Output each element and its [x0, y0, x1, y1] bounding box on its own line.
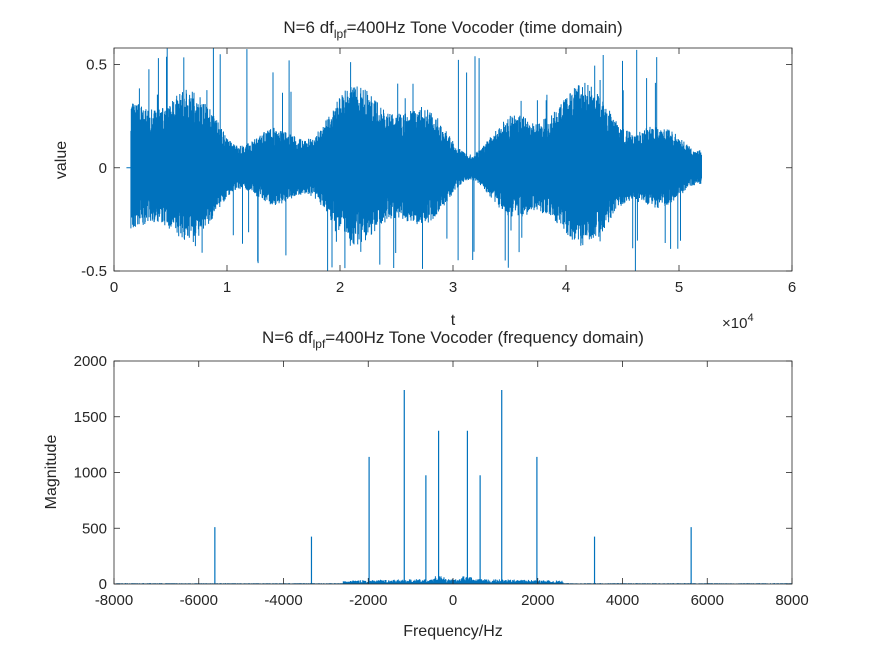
freq-x-ticks: -8000 -6000 -4000 -2000 0 2000 4000 6000 8000 [95, 361, 809, 609]
time-x-tick-label: 1 [223, 279, 231, 296]
frequency-domain-plot: N=6 dflpf=400Hz Tone Vocoder (frequency … [43, 328, 809, 640]
time-x-tick-label: 3 [449, 279, 457, 296]
freq-title-sub: lpf [313, 337, 326, 351]
freq-title-pre: N=6 df [262, 328, 313, 347]
time-x-exponent-power: 4 [747, 312, 753, 324]
freq-y-tick-label: 500 [82, 520, 107, 537]
time-x-label: t [451, 312, 456, 329]
freq-x-tick-label: -4000 [264, 592, 302, 609]
freq-x-tick-label: 8000 [775, 592, 808, 609]
freq-x-tick-label: -2000 [349, 592, 387, 609]
freq-y-tick-label: 1000 [74, 465, 107, 482]
freq-y-tick-label: 0 [99, 576, 107, 593]
time-title-pre: N=6 df [283, 18, 334, 37]
freq-x-tick-label: 0 [449, 592, 457, 609]
freq-y-tick-label: 1500 [74, 409, 107, 426]
freq-x-tick-label: -6000 [180, 592, 218, 609]
time-y-ticks: -0.5 0 0.5 [81, 57, 792, 280]
time-y-tick-label: 0.5 [86, 57, 107, 74]
time-x-tick-label: 5 [675, 279, 683, 296]
time-x-exponent: ×104 [722, 312, 754, 332]
freq-y-tick-label: 2000 [74, 353, 107, 370]
freq-x-tick-label: 4000 [606, 592, 639, 609]
freq-plot-title: N=6 dflpf=400Hz Tone Vocoder (frequency … [262, 328, 644, 351]
time-title-post: =400Hz Tone Vocoder (time domain) [347, 18, 623, 37]
freq-x-tick-label: -8000 [95, 592, 133, 609]
time-x-ticks: 0 1 2 3 4 5 6 [110, 48, 796, 296]
freq-title-post: =400Hz Tone Vocoder (frequency domain) [325, 328, 644, 347]
freq-x-tick-label: 6000 [691, 592, 724, 609]
time-x-tick-label: 0 [110, 279, 118, 296]
time-y-tick-label: -0.5 [81, 263, 107, 280]
freq-x-tick-label: 2000 [521, 592, 554, 609]
time-title-sub: lpf [334, 27, 347, 41]
time-x-tick-label: 4 [562, 279, 570, 296]
time-x-exponent-base: ×10 [722, 315, 747, 332]
freq-y-label: Magnitude [43, 435, 60, 510]
time-signal-waveform [130, 48, 702, 271]
freq-x-label: Frequency/Hz [403, 623, 503, 640]
time-x-tick-label: 2 [336, 279, 344, 296]
time-plot-title: N=6 dflpf=400Hz Tone Vocoder (time domai… [283, 18, 622, 41]
time-y-tick-label: 0 [99, 160, 107, 177]
time-x-tick-label: 6 [788, 279, 796, 296]
time-y-label: value [53, 141, 70, 179]
time-signal-series [126, 48, 702, 271]
freq-y-ticks: 0 500 1000 1500 2000 [74, 353, 792, 593]
time-domain-plot: N=6 dflpf=400Hz Tone Vocoder (time domai… [53, 18, 796, 332]
